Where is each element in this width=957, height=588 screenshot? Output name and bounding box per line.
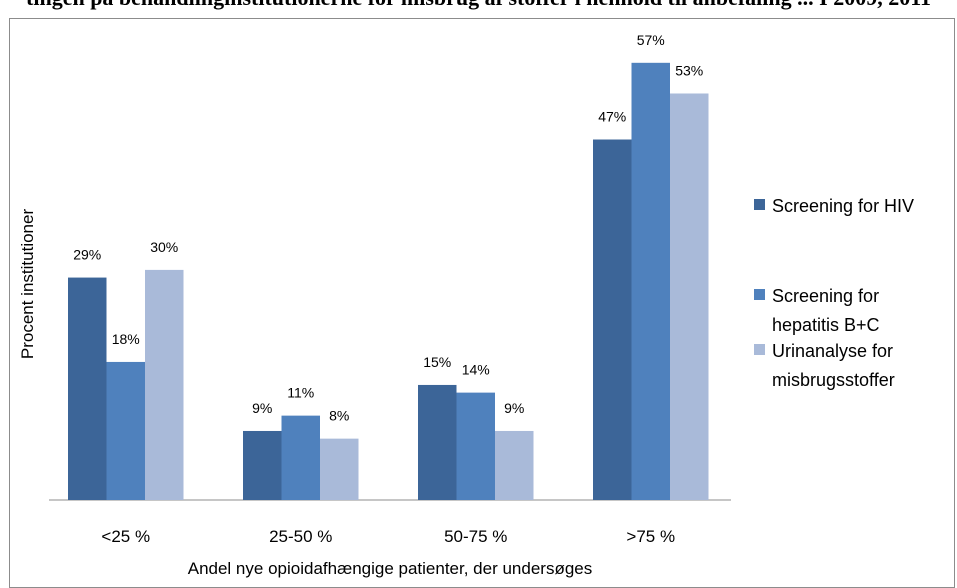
- legend-label: misbrugsstoffer: [772, 370, 895, 390]
- bar: [320, 438, 359, 500]
- legend-label: Screening for: [772, 286, 879, 306]
- data-label: 9%: [252, 400, 272, 416]
- bar: [593, 139, 632, 500]
- x-tick-label: 50-75 %: [444, 527, 507, 546]
- y-axis-label: Procent institutioner: [18, 209, 37, 360]
- data-label: 14%: [462, 362, 490, 378]
- data-label: 47%: [598, 109, 626, 125]
- legend-label: hepatitis B+C: [772, 315, 880, 335]
- data-label: 57%: [637, 32, 665, 48]
- data-label: 30%: [150, 239, 178, 255]
- legend-label: Screening for HIV: [772, 196, 914, 216]
- data-label: 9%: [504, 400, 524, 416]
- bar: [495, 430, 534, 500]
- cut-off-header-text: tingen på behandlinginstitutionerne for …: [0, 0, 957, 10]
- bar: [418, 384, 457, 500]
- bars-group: 29% 18% 30% 9% 11% 8% 15% 14% 9% 47% 57% 53%: [68, 32, 709, 501]
- legend-label: Urinanalyse for: [772, 341, 893, 361]
- bar: [670, 93, 709, 501]
- bar: [456, 392, 495, 500]
- legend-swatch: [754, 199, 765, 210]
- data-label: 53%: [675, 62, 703, 78]
- x-axis-label: Andel nye opioidafhængige patienter, der…: [188, 559, 593, 578]
- bar: [68, 277, 107, 500]
- legend-swatch: [754, 344, 765, 355]
- data-label: 29%: [73, 247, 101, 263]
- x-tick-labels: <25 % 25-50 % 50-75 % >75 %: [101, 527, 675, 546]
- legend: Screening for HIV Screening for hepatitis …: [754, 196, 914, 390]
- data-label: 18%: [112, 331, 140, 347]
- x-tick-label: <25 %: [101, 527, 150, 546]
- bar: [281, 415, 320, 500]
- x-tick-label: >75 %: [626, 527, 675, 546]
- legend-swatch: [754, 289, 765, 300]
- x-tick-label: 25-50 %: [269, 527, 332, 546]
- bar: [145, 269, 184, 500]
- data-label: 8%: [329, 408, 349, 424]
- bar: [106, 361, 145, 500]
- data-label: 11%: [287, 385, 314, 401]
- bar: [243, 430, 282, 500]
- data-label: 15%: [423, 354, 451, 370]
- bar: [631, 62, 670, 501]
